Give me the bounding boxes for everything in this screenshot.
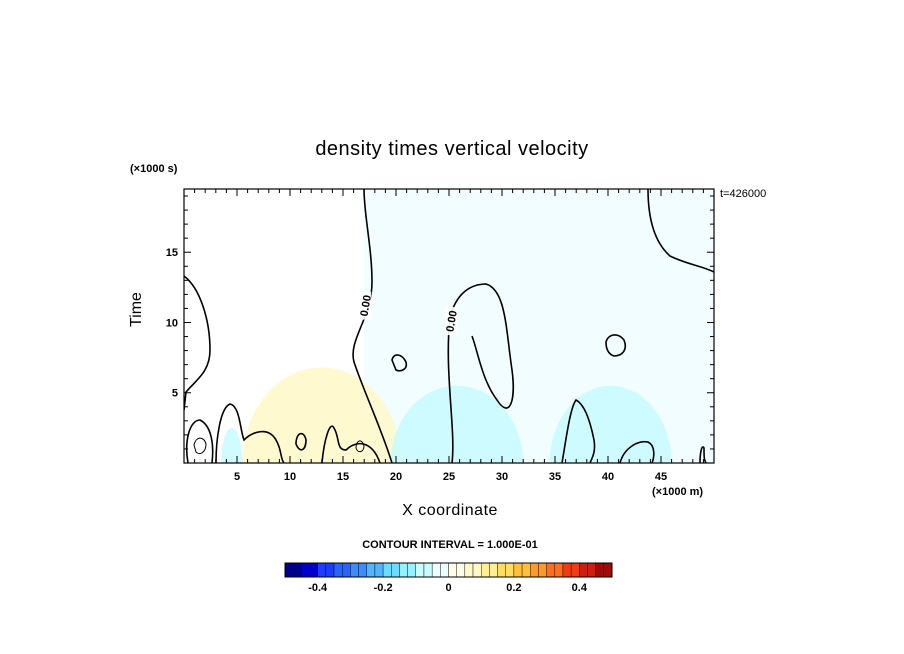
shaded-region-negative — [390, 385, 524, 463]
colorbar-swatch — [538, 562, 547, 578]
contour-line — [647, 189, 714, 273]
colorbar-swatch — [481, 562, 490, 578]
colorbar-tick-label: 0 — [445, 582, 451, 594]
colorbar-swatch — [521, 562, 531, 578]
x-tick-label: 45 — [655, 471, 667, 483]
x-tick-label: 40 — [602, 471, 614, 483]
colorbar-tick-label: -0.2 — [374, 582, 393, 594]
colorbar-frame — [284, 562, 613, 578]
shaded-region-positive — [242, 367, 402, 463]
x-tick-label: 30 — [496, 471, 508, 483]
x-tick-label: 20 — [390, 471, 402, 483]
colorbar-swatch — [391, 562, 400, 578]
contour-line — [185, 419, 214, 463]
colorbar-swatch — [440, 562, 449, 578]
axis-ticks — [184, 189, 714, 463]
y-tick-label: 5 — [172, 388, 178, 400]
colorbar-swatch — [374, 562, 384, 578]
contour-line — [215, 403, 285, 463]
time-stamp: t=426000 — [720, 188, 767, 200]
colorbar-swatch — [431, 562, 441, 578]
contour-line — [619, 440, 655, 463]
contour-line — [447, 283, 515, 463]
colorbar-swatch — [546, 562, 555, 578]
colorbar-swatch — [423, 562, 433, 578]
axis-tick-labels: 5 10 15 20 25 30 35 40 45 5 10 15 — [166, 247, 667, 483]
x-tick-label: 25 — [443, 471, 455, 483]
colorbar-swatch — [309, 562, 318, 578]
colorbar-tick-label: -0.4 — [308, 582, 328, 594]
shaded-field — [221, 189, 714, 463]
colorbar-swatch — [554, 562, 564, 578]
x-axis-unit: (×1000 m) — [652, 486, 704, 498]
colorbar-swatch — [472, 562, 482, 578]
contour-line — [391, 354, 408, 372]
y-tick-label: 10 — [166, 317, 178, 329]
colorbar-swatch — [595, 562, 605, 578]
colorbar-swatch — [530, 562, 539, 578]
colorbar-swatch — [489, 562, 498, 578]
colorbar-swatch — [382, 562, 392, 578]
contour-line — [699, 446, 707, 463]
colorbar-swatch — [333, 562, 343, 578]
colorbar-tick-label: 0.4 — [572, 582, 588, 594]
colorbar-swatch — [562, 562, 572, 578]
colorbar-swatch — [587, 562, 596, 578]
y-tick-label: 15 — [166, 247, 178, 259]
colorbar-swatch — [570, 562, 580, 578]
x-axis-label: X coordinate — [402, 502, 498, 519]
x-tick-label: 15 — [337, 471, 349, 483]
colorbar-swatch — [284, 562, 294, 578]
colorbar-swatch — [399, 562, 408, 578]
colorbar-swatch — [448, 562, 457, 578]
contour-lines — [184, 189, 714, 463]
colorbar-swatch — [350, 562, 359, 578]
colorbar-swatch — [579, 562, 588, 578]
colorbar-swatch — [456, 562, 466, 578]
x-tick-label: 5 — [234, 471, 240, 483]
colorbar-swatch — [358, 562, 367, 578]
colorbar-swatch — [513, 562, 523, 578]
contour-value-labels: 0.00 0.00 — [358, 291, 460, 336]
colorbar-swatch — [464, 562, 474, 578]
colorbar-swatch — [342, 562, 351, 578]
contour-line — [355, 440, 365, 453]
contour-line — [561, 398, 596, 463]
colorbar-swatch — [366, 562, 376, 578]
colorbar-swatch — [407, 562, 417, 578]
contour-line — [184, 275, 211, 411]
contour-line — [352, 189, 393, 463]
contour-label-bg — [445, 307, 458, 336]
contour-label: 0.00 — [444, 310, 460, 333]
contour-line — [295, 432, 307, 451]
colorbar-swatch — [505, 562, 515, 578]
colorbar: -0.4 -0.2 0 0.2 0.4 — [284, 562, 613, 594]
colorbar-swatch — [317, 562, 327, 578]
contour-label: 0.00 — [358, 294, 374, 317]
y-axis-unit: (×1000 s) — [130, 163, 178, 175]
contour-line — [605, 334, 627, 357]
colorbar-swatch — [603, 562, 613, 578]
colorbar-swatch — [301, 562, 310, 578]
colorbar-swatch — [415, 562, 425, 578]
colorbar-tick-label: 0.2 — [506, 582, 521, 594]
contour-line — [193, 437, 207, 455]
shaded-region-negative — [221, 427, 243, 463]
colorbar-swatch — [497, 562, 506, 578]
colorbar-swatch — [325, 562, 335, 578]
colorbar-swatch — [292, 562, 302, 578]
x-tick-label: 10 — [284, 471, 296, 483]
chart-title: density times vertical velocity — [315, 138, 589, 160]
contour-label-bg — [359, 291, 372, 320]
contour-interval-note: CONTOUR INTERVAL = 1.000E-01 — [362, 539, 538, 551]
x-tick-label: 35 — [549, 471, 561, 483]
shaded-region-negative — [549, 385, 672, 463]
